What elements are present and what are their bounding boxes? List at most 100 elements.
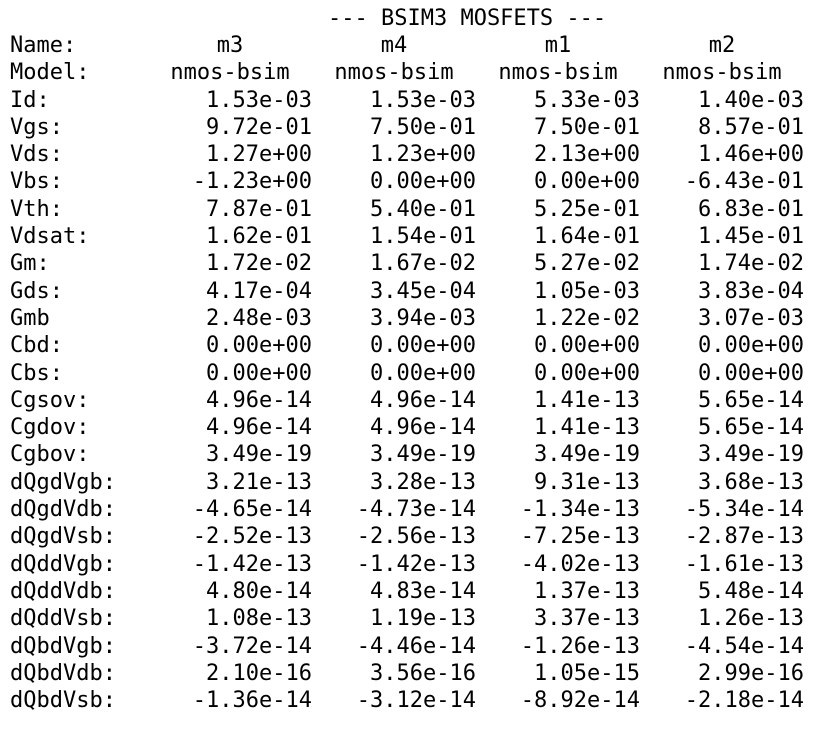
parameter-value: -3.72e-14	[192, 633, 312, 659]
parameter-value: 0.00e+00	[534, 169, 640, 195]
parameter-value: 6.83e-01	[698, 196, 804, 222]
parameter-value: 4.80e-14	[206, 578, 312, 604]
parameter-value: -3.12e-14	[356, 688, 476, 714]
row-label: dQgdVgb:	[10, 469, 116, 495]
parameter-value: 2.99e-16	[698, 660, 804, 686]
row-label: dQgdVsb:	[10, 524, 116, 550]
parameter-value: 1.22e-02	[534, 305, 640, 331]
parameter-value: 4.96e-14	[206, 415, 312, 441]
parameter-value: -1.26e-13	[520, 633, 640, 659]
parameter-value: 1.41e-13	[534, 387, 640, 413]
parameter-row: dQddVdb: 4.80e-14 4.83e-14 1.37e-13 5.48e-14	[10, 578, 804, 605]
parameter-value: 1.54e-01	[370, 224, 476, 250]
parameter-row: dQgdVgb: 3.21e-13 3.28e-13 9.31e-13 3.68e-13	[10, 469, 804, 496]
parameter-value: 4.83e-14	[370, 578, 476, 604]
parameter-value: 5.33e-03	[534, 87, 640, 113]
parameter-value: 9.72e-01	[206, 114, 312, 140]
device-name: m2	[708, 33, 736, 58]
parameter-value: 1.45e-01	[698, 224, 804, 250]
device-model: nmos-bsim	[334, 60, 454, 86]
parameter-value: 5.25e-01	[534, 196, 640, 222]
parameter-value: -2.18e-14	[684, 688, 804, 714]
parameter-value: -5.34e-14	[684, 497, 804, 523]
device-model: nmos-bsim	[498, 60, 618, 86]
row-label: Gm:	[10, 251, 50, 277]
parameter-row: Vbs: -1.23e+00 0.00e+00 0.00e+00 -6.43e-01	[10, 168, 804, 195]
parameter-value: 8.57e-01	[698, 114, 804, 140]
parameter-value: -1.34e-13	[520, 497, 640, 523]
row-label: Gmb	[10, 305, 50, 331]
parameter-value: 0.00e+00	[698, 333, 804, 359]
parameter-value: 1.53e-03	[370, 87, 476, 113]
parameter-value: 4.17e-04	[206, 278, 312, 304]
parameter-value: -4.02e-13	[520, 551, 640, 577]
terminal-output: Just a sunset in the sample settings ---…	[10, 0, 820, 714]
parameter-value: 0.00e+00	[534, 360, 640, 386]
cut-off-previous-line: Just a sunset in the sample settings	[10, 0, 820, 5]
parameter-value: -4.54e-14	[684, 633, 804, 659]
parameter-value: 3.28e-13	[370, 469, 476, 495]
parameter-value: -1.36e-14	[192, 688, 312, 714]
parameter-value: 1.05e-15	[534, 660, 640, 686]
row-label: Vbs:	[10, 169, 63, 195]
parameter-value: 3.45e-04	[370, 278, 476, 304]
parameter-value: -7.25e-13	[520, 524, 640, 550]
row-label: Cgbov:	[10, 442, 90, 468]
parameter-value: 0.00e+00	[370, 169, 476, 195]
row-label: Cbs:	[10, 360, 63, 386]
row-label: Vth:	[10, 196, 63, 222]
parameter-value: -4.65e-14	[192, 497, 312, 523]
row-label: Name:	[10, 33, 77, 58]
parameter-value: 0.00e+00	[698, 360, 804, 386]
parameter-row: Vgs: 9.72e-01 7.50e-01 7.50e-01 8.57e-01	[10, 114, 804, 141]
row-label: Vds:	[10, 142, 63, 168]
parameter-value: 0.00e+00	[534, 333, 640, 359]
parameter-row: dQgdVdb: -4.65e-14 -4.73e-14 -1.34e-13 -5.34…	[10, 496, 804, 523]
parameter-value: -1.23e+00	[192, 169, 312, 195]
parameter-value: 4.96e-14	[206, 387, 312, 413]
parameter-value: 3.56e-16	[370, 660, 476, 686]
parameter-value: 3.83e-04	[698, 278, 804, 304]
parameter-value: 1.41e-13	[534, 415, 640, 441]
parameter-value: 2.13e+00	[534, 142, 640, 168]
parameter-value: 1.74e-02	[698, 251, 804, 277]
parameter-value: 5.27e-02	[534, 251, 640, 277]
parameter-value: 3.49e-19	[206, 442, 312, 468]
parameter-value: 3.49e-19	[534, 442, 640, 468]
parameter-value: 0.00e+00	[206, 333, 312, 359]
row-label: Cgdov:	[10, 415, 90, 441]
section-title: --- BSIM3 MOSFETS ---	[328, 6, 607, 31]
row-label: dQbdVsb:	[10, 688, 116, 714]
parameter-row: Cbd: 0.00e+00 0.00e+00 0.00e+00 0.00e+00	[10, 332, 804, 359]
parameter-value: 1.72e-02	[206, 251, 312, 277]
parameter-value: 3.49e-19	[698, 442, 804, 468]
parameter-row: dQbdVgb: -3.72e-14 -4.46e-14 -1.26e-13 -4.54…	[10, 633, 804, 660]
name-row: Name: m3 m4 m1 m2	[10, 32, 804, 59]
parameter-row: dQddVsb: 1.08e-13 1.19e-13 3.37e-13 1.26e-13	[10, 605, 804, 632]
parameter-value: 1.40e-03	[698, 87, 804, 113]
parameter-value: 3.68e-13	[698, 469, 804, 495]
parameter-row: Gm: 1.72e-02 1.67e-02 5.27e-02 1.74e-02	[10, 250, 804, 277]
parameter-value: 4.96e-14	[370, 415, 476, 441]
parameter-value: 1.67e-02	[370, 251, 476, 277]
parameter-row: Cbs: 0.00e+00 0.00e+00 0.00e+00 0.00e+00	[10, 360, 804, 387]
cut-off-text: Just a sunset in the sample settings	[10, 0, 487, 3]
parameter-row: Gds: 4.17e-04 3.45e-04 1.05e-03 3.83e-04	[10, 278, 804, 305]
parameter-row: Id: 1.53e-03 1.53e-03 5.33e-03 1.40e-03	[10, 87, 804, 114]
parameter-value: 3.94e-03	[370, 305, 476, 331]
parameter-value: 2.10e-16	[206, 660, 312, 686]
parameter-row: Vth: 7.87e-01 5.40e-01 5.25e-01 6.83e-01	[10, 196, 804, 223]
row-label: dQddVsb:	[10, 606, 116, 632]
parameter-row: Cgbov: 3.49e-19 3.49e-19 3.49e-19 3.49e-19	[10, 441, 804, 468]
row-label: dQbdVgb:	[10, 633, 116, 659]
parameter-value: 1.64e-01	[534, 224, 640, 250]
parameter-row: Vds: 1.27e+00 1.23e+00 2.13e+00 1.46e+00	[10, 141, 804, 168]
parameter-value: 3.21e-13	[206, 469, 312, 495]
parameter-value: 5.65e-14	[698, 415, 804, 441]
parameter-row: dQgdVsb: -2.52e-13 -2.56e-13 -7.25e-13 -2.87…	[10, 523, 804, 550]
parameter-value: 0.00e+00	[370, 333, 476, 359]
device-model: nmos-bsim	[170, 60, 290, 86]
parameter-value: 5.65e-14	[698, 387, 804, 413]
parameter-value: 1.46e+00	[698, 142, 804, 168]
parameter-value: 2.48e-03	[206, 305, 312, 331]
